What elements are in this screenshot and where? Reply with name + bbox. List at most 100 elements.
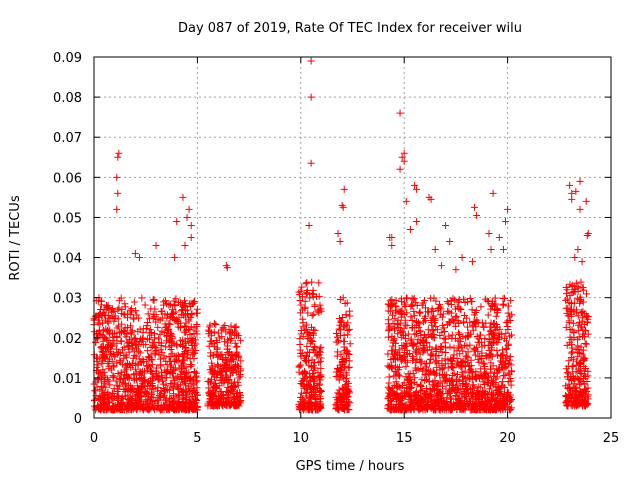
data-point [150, 296, 158, 304]
data-point [142, 341, 150, 349]
data-point [213, 338, 221, 346]
data-point [127, 330, 135, 338]
data-point [159, 374, 167, 382]
data-point [193, 330, 201, 338]
data-point [186, 355, 194, 363]
data-point [124, 395, 132, 403]
data-point [190, 298, 198, 306]
data-point [143, 362, 151, 370]
data-point [116, 356, 124, 364]
data-point [131, 395, 139, 403]
data-point [147, 389, 155, 397]
data-point [224, 339, 232, 347]
data-point [111, 314, 119, 322]
data-point [124, 359, 132, 367]
data-point [231, 339, 239, 347]
data-point [102, 306, 110, 314]
data-point [208, 390, 216, 398]
data-point [112, 377, 120, 385]
data-point [189, 406, 197, 414]
data-point [119, 405, 127, 413]
data-point [144, 378, 152, 386]
data-point [124, 343, 132, 351]
data-point [174, 323, 182, 331]
data-point [227, 322, 235, 330]
data-point [157, 342, 165, 350]
data-point [128, 308, 136, 316]
data-point [193, 403, 201, 411]
data-point [136, 398, 144, 406]
data-point [120, 380, 128, 388]
data-point [160, 380, 168, 388]
data-point [100, 379, 108, 387]
data-point [106, 339, 114, 347]
data-point [99, 372, 107, 380]
data-point [226, 371, 234, 379]
data-point [166, 369, 174, 377]
data-point [219, 356, 227, 364]
data-point [212, 320, 220, 328]
data-point [104, 318, 112, 326]
data-point [154, 373, 162, 381]
data-point [227, 334, 235, 342]
data-point [129, 344, 137, 352]
data-point [156, 355, 164, 363]
data-point [180, 352, 187, 360]
data-point [298, 283, 306, 291]
data-point [104, 358, 112, 366]
data-point [228, 399, 236, 407]
data-point [125, 374, 133, 382]
data-point [210, 320, 218, 328]
data-point [104, 345, 112, 353]
data-point [164, 406, 172, 414]
data-point [106, 381, 114, 389]
data-point [115, 297, 123, 305]
data-point [190, 342, 198, 350]
y-tick-label: 0.05 [53, 211, 82, 226]
chart-title: Day 087 of 2019, Rate Of TEC Index for r… [178, 21, 522, 36]
data-point [115, 382, 123, 390]
data-point [185, 397, 193, 405]
data-point [152, 311, 160, 319]
data-point [192, 309, 200, 317]
data-point [137, 396, 145, 404]
data-point [182, 319, 190, 327]
data-point [94, 369, 102, 377]
data-point [132, 375, 140, 383]
y-tick-label: 0 [74, 412, 82, 427]
data-point [178, 365, 186, 373]
x-tick-label: 20 [499, 431, 516, 446]
data-point [101, 354, 109, 362]
data-point [176, 402, 184, 410]
data-point [157, 362, 165, 370]
data-point [167, 401, 175, 409]
data-point [121, 300, 129, 308]
x-tick-label: 25 [603, 431, 620, 446]
data-point [163, 361, 171, 369]
data-point [181, 302, 189, 310]
data-point [215, 367, 223, 375]
x-tick-label: 10 [293, 431, 310, 446]
data-point [103, 327, 111, 335]
data-point [153, 370, 161, 378]
data-point [169, 392, 177, 400]
data-point [174, 372, 182, 380]
data-point [114, 322, 122, 330]
data-point [126, 388, 134, 396]
x-tick-label: 0 [90, 431, 98, 446]
data-point [191, 395, 199, 403]
data-point [92, 406, 100, 414]
data-point [174, 299, 182, 307]
data-point [155, 376, 163, 384]
data-point [155, 404, 163, 412]
data-point [206, 321, 214, 329]
data-point [134, 328, 142, 336]
data-point [213, 361, 221, 369]
data-point [120, 344, 128, 352]
data-point [189, 299, 197, 307]
data-point [218, 333, 226, 341]
y-tick-label: 0.02 [53, 332, 82, 347]
data-point [168, 401, 176, 409]
data-point [208, 399, 216, 407]
data-point [155, 335, 163, 343]
